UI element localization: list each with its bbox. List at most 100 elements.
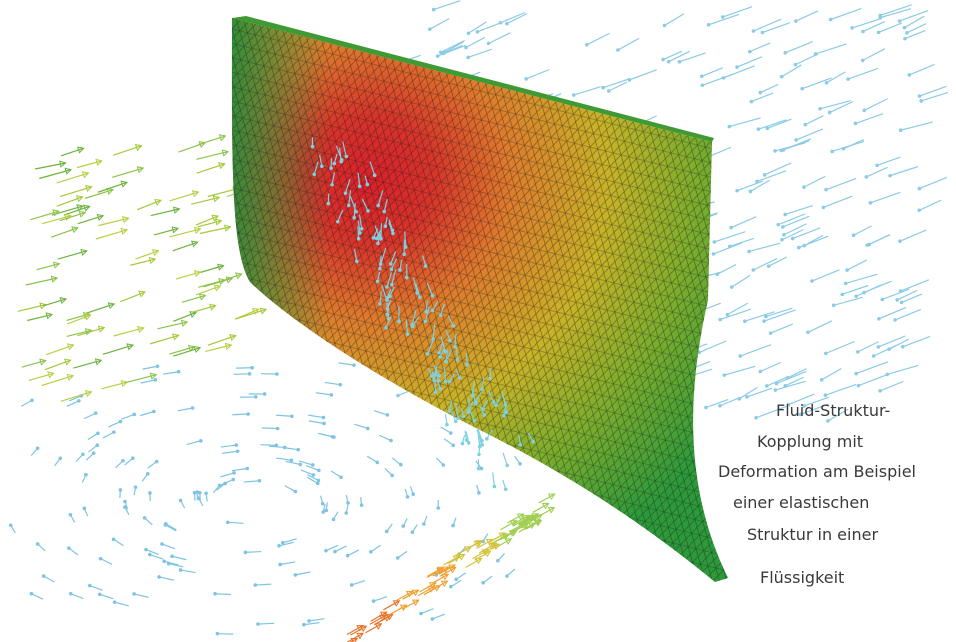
vector: [747, 388, 772, 397]
vector-head: [263, 392, 267, 396]
vector-head: [462, 415, 466, 419]
vector: [870, 192, 900, 203]
vector-head: [143, 516, 147, 520]
vector-head: [157, 575, 161, 579]
vector-head: [218, 264, 224, 270]
vector-head: [585, 43, 589, 47]
vector-head: [332, 518, 336, 522]
vector-head: [721, 15, 725, 19]
vector: [869, 235, 889, 245]
vector: [909, 64, 934, 75]
vector: [295, 572, 310, 575]
vector-head: [311, 145, 315, 149]
vector-head: [357, 633, 363, 638]
vector: [455, 334, 456, 347]
vector: [142, 366, 157, 369]
vector-head: [480, 387, 484, 391]
vector-head: [445, 423, 449, 427]
vector-head: [431, 337, 435, 341]
vector-head: [77, 399, 81, 403]
vector-head: [875, 163, 879, 167]
vector-head: [121, 181, 127, 186]
vector-head: [84, 205, 90, 210]
vector: [749, 243, 780, 251]
vector-head: [616, 48, 620, 52]
vector-head: [422, 522, 426, 526]
vector-head: [248, 372, 252, 376]
vector-head: [214, 285, 220, 290]
vector-head: [903, 26, 907, 30]
vector-head: [877, 345, 881, 349]
vector-head: [254, 583, 258, 587]
vector-head: [465, 547, 471, 552]
vector-head: [113, 600, 117, 604]
vector-head: [783, 51, 787, 55]
vector-head: [290, 414, 294, 418]
vector-head: [230, 335, 236, 340]
vector-head: [718, 404, 722, 408]
vector-head: [69, 592, 73, 596]
vector-head: [780, 75, 784, 79]
vector-head: [179, 499, 183, 503]
vector-head: [226, 520, 230, 524]
vector: [796, 11, 818, 21]
vector-head: [824, 393, 828, 397]
vector: [587, 33, 610, 45]
vector-head: [42, 574, 46, 578]
vector: [788, 369, 807, 378]
vector: [44, 576, 55, 582]
vector-head: [481, 581, 485, 585]
vector-head: [531, 440, 535, 444]
vector-head: [406, 332, 410, 336]
vector: [823, 196, 852, 207]
vector: [702, 74, 732, 85]
vector-head: [350, 583, 354, 587]
vector-head: [661, 58, 665, 62]
vector-head: [390, 267, 394, 271]
vector-head: [344, 191, 348, 195]
vector-head: [748, 50, 752, 54]
vector-head: [919, 99, 923, 103]
vector: [280, 562, 295, 565]
vector-head: [431, 309, 435, 313]
vector-head: [391, 232, 395, 236]
vector: [108, 422, 120, 427]
vector-head: [754, 416, 758, 420]
vector: [902, 294, 922, 302]
vector-head: [194, 347, 200, 352]
caption-line: Deformation am Beispiel: [718, 462, 916, 481]
vector-head: [872, 354, 876, 358]
vector: [244, 481, 260, 482]
vector-head: [69, 513, 73, 517]
vector-head: [438, 355, 442, 359]
vector-head: [899, 128, 903, 132]
vector: [740, 345, 771, 356]
vector: [432, 614, 445, 619]
vector-head: [139, 291, 145, 296]
vector: [146, 550, 159, 555]
vector-head: [601, 86, 605, 90]
vector-head: [728, 125, 732, 129]
vector-head: [220, 135, 226, 140]
vector-head: [390, 474, 394, 478]
plate: [220, 10, 740, 590]
vector: [222, 451, 237, 453]
vector-head: [459, 554, 465, 559]
vector-head: [260, 308, 266, 313]
vector-head: [173, 334, 179, 340]
vector-head: [378, 267, 382, 271]
vector-head: [480, 439, 484, 443]
vector: [269, 446, 285, 447]
vector-head: [321, 502, 325, 506]
vector-head: [244, 551, 248, 555]
vector-head: [774, 388, 778, 392]
vector-head: [893, 318, 897, 322]
vector: [316, 393, 331, 395]
vector-head: [502, 414, 506, 418]
vector-head: [854, 122, 858, 126]
vector-head: [77, 196, 83, 201]
vector-head: [478, 445, 482, 449]
vector: [757, 171, 786, 182]
vector-head: [518, 462, 522, 466]
vector-head: [346, 501, 350, 505]
